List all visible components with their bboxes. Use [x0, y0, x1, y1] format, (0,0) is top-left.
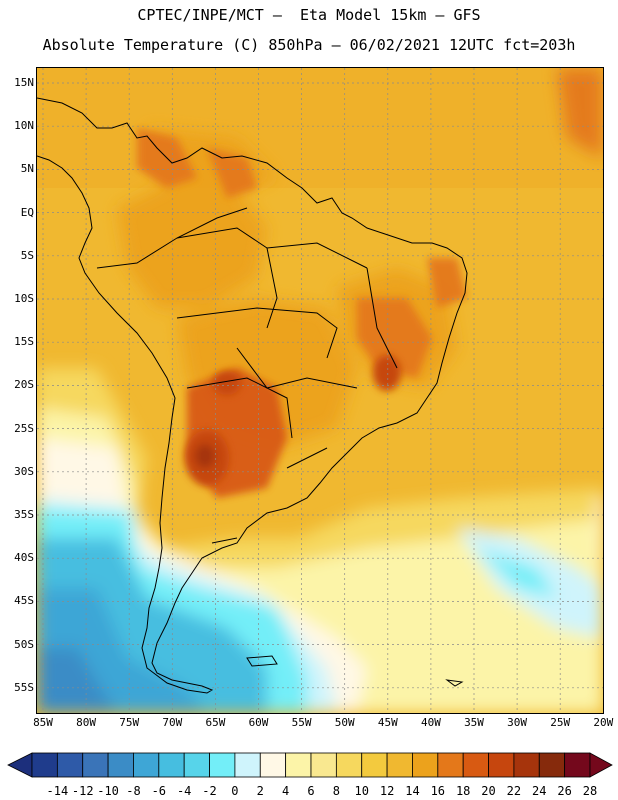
latitude-label: 10N — [14, 119, 34, 133]
colorbar-segment — [234, 752, 261, 778]
colorbar-segment — [259, 752, 287, 778]
colorbar-segment — [285, 752, 312, 778]
colorbar-tick-label: 24 — [532, 784, 547, 798]
colorbar-tick-label: 8 — [332, 784, 340, 798]
latitude-label: 55S — [14, 680, 34, 694]
longitude-label: 20W — [593, 716, 614, 729]
colorbar-tick-label: -12 — [71, 784, 94, 798]
longitude-label: 75W — [119, 716, 140, 729]
colorbar-segment — [538, 752, 566, 778]
latitude-label: EQ — [20, 205, 34, 219]
latitude-label: 10S — [14, 292, 34, 305]
colorbar-tick-label: -14 — [46, 784, 69, 798]
colorbar-tick-label: 0 — [231, 784, 239, 798]
colorbar-segment — [82, 752, 109, 778]
map-subtitle: Absolute Temperature (C) 850hPa – 06/02/… — [42, 36, 576, 54]
colorbar-segment — [361, 752, 388, 778]
colorbar-segment — [107, 752, 134, 778]
latitude-label: 20S — [14, 378, 34, 392]
latitude-label: 35S — [14, 508, 34, 521]
longitude-label: 65W — [205, 716, 226, 729]
colorbar-tick-label: -4 — [176, 784, 192, 798]
coastlines-and-borders — [37, 97, 468, 694]
colorbar-tick-label: -2 — [202, 784, 217, 798]
colorbar-tick-label: -6 — [151, 784, 167, 798]
longitude-label: 55W — [291, 716, 312, 729]
latitude-label: 25S — [14, 421, 34, 435]
latitude-label: 40S — [14, 551, 34, 565]
longitude-label: 85W — [33, 716, 53, 729]
colorbar-tick-label: 14 — [405, 784, 420, 798]
latitude-label: 45S — [14, 594, 34, 608]
temperature-field — [37, 68, 603, 713]
colorbar-tick-label: 10 — [354, 784, 369, 798]
map-area — [36, 67, 604, 714]
colorbar-segment — [209, 752, 236, 778]
latitude-label: 5S — [20, 248, 34, 262]
longitude-label: 60W — [248, 716, 269, 729]
map-title: CPTEC/INPE/MCT – Eta Model 15km – GFS — [137, 6, 481, 24]
map-gridlines — [37, 68, 603, 713]
latitude-label: 15S — [14, 335, 34, 349]
longitude-label: 35W — [464, 716, 484, 729]
longitude-label: 30W — [507, 716, 528, 729]
colorbar-segment — [158, 752, 185, 778]
colorbar-tick-label: 6 — [307, 784, 315, 798]
colorbar-segment — [335, 752, 363, 778]
colorbar-segment — [183, 752, 210, 778]
temperature-map — [37, 68, 603, 713]
longitude-label: 80W — [76, 716, 97, 729]
longitude-label: 25W — [550, 716, 571, 729]
colorbar-tick-label: 22 — [506, 784, 522, 798]
colorbar-segment — [412, 752, 439, 778]
longitude-label: 50W — [334, 716, 355, 729]
longitude-label: 70W — [162, 716, 183, 729]
colorbar-segment — [31, 752, 58, 778]
colorbar-tick-label: 28 — [582, 784, 598, 798]
colorbar-segment — [488, 752, 515, 778]
colorbar-tick-label: 12 — [379, 784, 395, 798]
colorbar-segment — [56, 752, 84, 778]
colorbar-segment — [437, 752, 464, 778]
longitude-label: 45W — [377, 716, 398, 729]
colorbar-segment — [564, 752, 591, 778]
colorbar-tick-label: 18 — [455, 784, 471, 798]
latitude-label: 50S — [14, 637, 34, 651]
colorbar-tick-label: -10 — [97, 784, 119, 798]
latitude-label: 5N — [20, 162, 34, 176]
colorbar-segment — [462, 752, 489, 778]
latitude-label: 30S — [14, 464, 34, 478]
latitude-label: 15N — [14, 76, 34, 89]
colorbar-tick-label: 4 — [282, 784, 290, 798]
colorbar-tick-label: 20 — [481, 784, 496, 798]
colorbar-overflow-arrow — [589, 752, 613, 778]
longitude-label: 40W — [420, 716, 441, 729]
colorbar — [7, 752, 613, 778]
colorbar-segment — [513, 752, 540, 778]
colorbar-tick-label: 2 — [256, 784, 264, 798]
colorbar-segment — [310, 752, 337, 778]
colorbar-segment — [386, 752, 413, 778]
colorbar-underflow-arrow — [7, 752, 33, 778]
colorbar-segment — [133, 752, 160, 778]
colorbar-tick-label: 16 — [430, 784, 446, 798]
colorbar-tick-label: -8 — [126, 784, 141, 798]
colorbar-tick-label: 26 — [557, 784, 572, 798]
